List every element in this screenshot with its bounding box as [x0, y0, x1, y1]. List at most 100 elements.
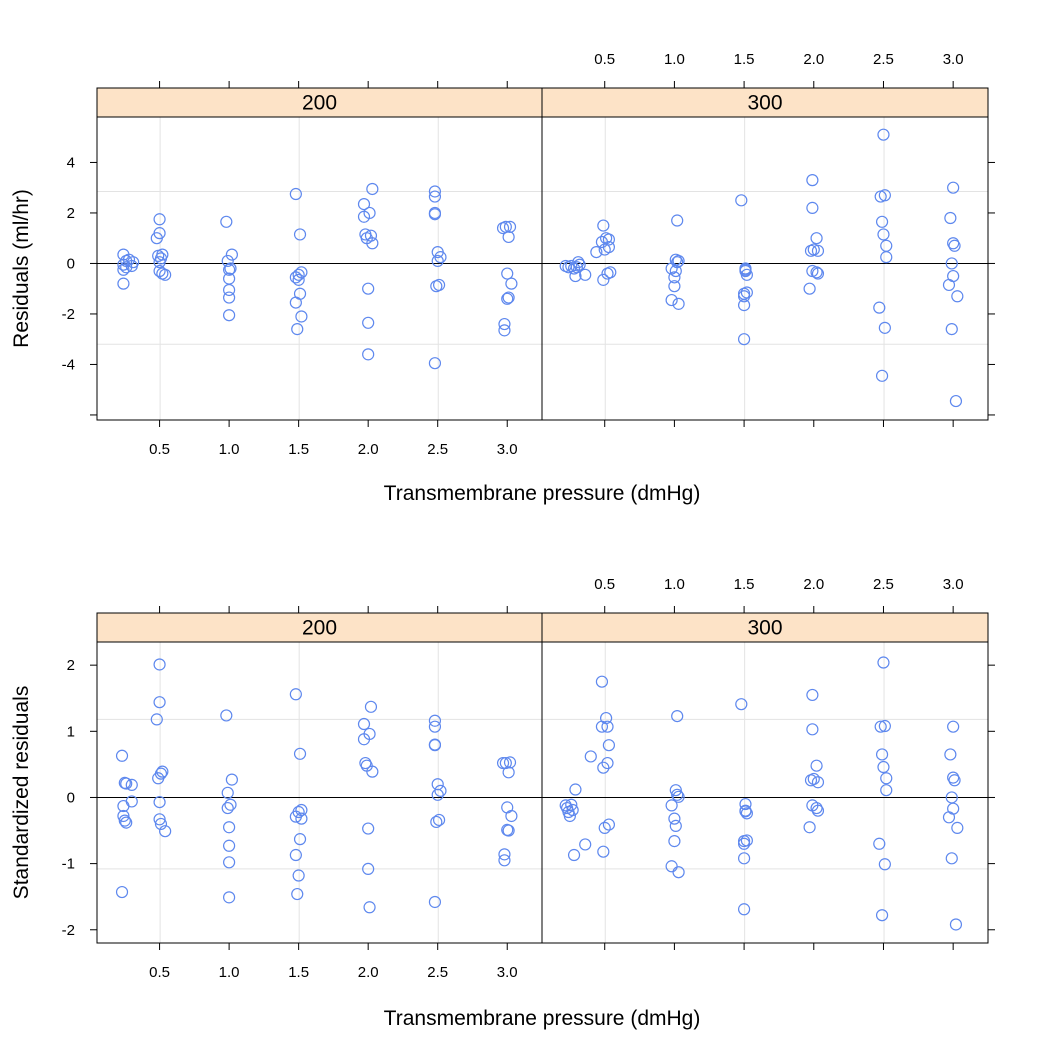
data-point: [366, 182, 379, 196]
data-point: [810, 266, 823, 279]
data-point: [880, 251, 893, 264]
data-point: [498, 324, 511, 337]
data-point: [671, 256, 684, 269]
data-point: [740, 834, 753, 847]
data-point: [362, 282, 375, 295]
data-point: [428, 720, 442, 733]
data-point: [735, 698, 748, 711]
data-point: [948, 239, 961, 252]
data-point: [735, 194, 748, 207]
data-point: [573, 258, 586, 271]
y-tick-label: -4: [62, 356, 75, 373]
data-point: [600, 711, 613, 725]
data-point: [501, 267, 514, 280]
data-point: [295, 812, 308, 825]
data-point: [159, 825, 172, 838]
strip-label: 300: [747, 92, 782, 115]
y-tick-label: 0: [67, 255, 75, 272]
x-tick-label: 1.5: [734, 576, 755, 593]
data-point: [604, 266, 617, 279]
y-tick-label: 4: [67, 154, 75, 171]
y-tick-label: 0: [67, 789, 75, 806]
x-tick-label: 3.0: [943, 51, 964, 68]
data-point: [945, 323, 958, 336]
data-point: [942, 811, 956, 824]
data-point: [153, 227, 166, 240]
x-tick-label: 2.0: [803, 576, 824, 593]
panel-300: 300 0.5 1.0 1.5 2.0 2.5 3.0: [541, 51, 989, 427]
data-point: [947, 269, 960, 283]
data-point: [584, 750, 597, 763]
data-point: [810, 232, 823, 245]
data-point: [579, 268, 592, 281]
data-point: [498, 854, 511, 867]
data-point: [115, 885, 129, 899]
x-axis-title: Transmembrane pressure (dmHg): [384, 1007, 701, 1030]
data-point: [293, 228, 307, 241]
data-point: [225, 773, 238, 786]
data-point: [499, 756, 512, 770]
data-point: [947, 237, 960, 250]
data-point: [668, 812, 681, 825]
data-point: [668, 280, 681, 293]
data-point: [737, 837, 751, 850]
data-point: [807, 772, 820, 786]
data-point: [153, 213, 166, 226]
data-point: [668, 271, 681, 284]
data-point: [737, 903, 751, 916]
data-point: [289, 187, 302, 201]
data-point: [878, 189, 891, 202]
data-point: [431, 778, 444, 791]
data-point: [223, 891, 236, 904]
data-point: [292, 273, 305, 286]
data-point: [602, 739, 616, 752]
data-point: [877, 760, 890, 774]
data-point: [880, 772, 893, 785]
panel-300: 300 0.5 1.0 1.5 2.0 2.5 3.0: [541, 576, 989, 950]
x-tick-label: 1.5: [288, 441, 309, 458]
strip-box: [541, 612, 989, 643]
x-tick-label: 1.0: [219, 964, 240, 981]
data-point: [220, 709, 233, 722]
data-point: [806, 688, 819, 702]
data-point: [364, 229, 378, 242]
data-point: [291, 323, 304, 336]
data-point: [559, 799, 572, 812]
data-point: [601, 756, 614, 770]
x-tick-label: 0.5: [149, 441, 170, 458]
data-point: [498, 317, 511, 331]
data-point: [293, 747, 307, 760]
data-point: [570, 261, 583, 274]
data-point: [221, 254, 234, 268]
data-point: [668, 835, 681, 848]
data-point: [428, 357, 442, 370]
x-tick-label: 1.5: [288, 964, 309, 981]
data-point: [295, 310, 308, 323]
data-point: [669, 819, 682, 833]
data-point: [739, 797, 752, 811]
data-point: [295, 266, 308, 279]
data-point: [875, 909, 889, 922]
data-point: [810, 801, 823, 815]
data-point: [154, 817, 168, 831]
data-point: [811, 244, 825, 257]
data-point: [671, 709, 684, 723]
data-point: [428, 895, 442, 909]
data-point: [672, 254, 685, 268]
data-point: [806, 201, 819, 214]
panel-200: 200 0.5 1.0 1.5 2.0 2.5 3.0: [96, 81, 543, 458]
data-point: [223, 839, 236, 852]
data-point: [434, 251, 447, 264]
data-point: [428, 208, 442, 221]
data-point: [947, 802, 960, 815]
x-axis-title: Transmembrane pressure (dmHg): [384, 482, 701, 505]
data-point: [363, 901, 376, 914]
x-tick-label: 2.5: [873, 576, 894, 593]
data-point: [737, 290, 751, 303]
data-point: [505, 277, 518, 290]
data-point: [811, 804, 825, 817]
data-point: [291, 887, 304, 901]
data-point: [362, 862, 375, 876]
data-point: [569, 783, 582, 796]
data-point: [120, 777, 133, 790]
